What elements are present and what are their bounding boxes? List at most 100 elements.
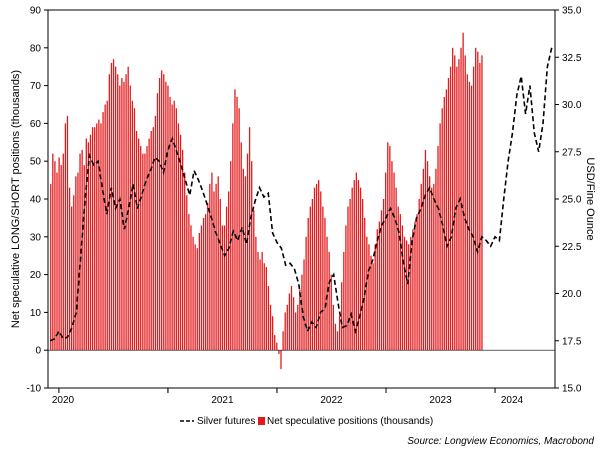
bar: [81, 149, 83, 351]
right-axis-title: USD/Fine Ounce: [584, 157, 596, 240]
left-axis: -10 0 10 20 30 40 50 60 70 80 90: [27, 6, 48, 395]
bar: [481, 55, 483, 351]
bar: [244, 176, 247, 351]
bar: [98, 119, 100, 351]
bar: [257, 251, 259, 351]
bar: [173, 100, 175, 351]
bar: [184, 172, 186, 351]
bar: [71, 206, 73, 351]
bar: [408, 244, 410, 351]
bar: [362, 199, 364, 351]
bar: [181, 149, 184, 351]
bar: [385, 172, 387, 351]
right-tick-label: 25.0: [562, 195, 582, 206]
bar: [163, 74, 165, 351]
bar: [435, 168, 437, 351]
bar: [368, 244, 370, 351]
bar: [152, 127, 154, 351]
bar: [395, 187, 397, 351]
bar: [188, 214, 190, 351]
bar: [146, 146, 148, 351]
bar: [200, 225, 203, 351]
bar: [219, 199, 221, 351]
bar: [234, 89, 236, 351]
bar: [190, 225, 192, 351]
bar: [303, 259, 305, 351]
left-tick-label: 80: [30, 43, 42, 54]
bar: [125, 74, 127, 351]
bar: [477, 51, 479, 351]
bar: [351, 187, 353, 351]
bar: [276, 342, 278, 351]
left-axis-title: Net speculative LONG/SHORT positions (th…: [10, 70, 22, 328]
bar: [405, 240, 408, 351]
bar: [359, 187, 362, 351]
bar: [232, 123, 234, 351]
bar: [318, 180, 320, 351]
bar: [135, 130, 138, 351]
bar: [332, 304, 334, 351]
bar: [433, 183, 435, 351]
bar: [104, 104, 106, 351]
bar: [391, 161, 393, 351]
bar: [263, 263, 265, 351]
bar: [144, 153, 146, 351]
bar: [282, 331, 284, 351]
bar: [305, 236, 307, 351]
bar: [292, 297, 295, 351]
bar: [313, 187, 316, 351]
bar: [349, 199, 351, 351]
bar: [87, 142, 90, 351]
bar: [150, 130, 152, 351]
bar: [54, 161, 56, 351]
bar: [253, 210, 255, 351]
bar: [274, 335, 276, 351]
bar: [462, 32, 464, 351]
bar: [475, 47, 477, 351]
bar: [209, 183, 211, 351]
bar: [91, 127, 94, 351]
bar: [479, 62, 481, 351]
bar: [466, 74, 468, 351]
bar: [230, 161, 232, 351]
bar: [66, 115, 69, 351]
bar: [79, 153, 81, 351]
bar: [307, 217, 309, 351]
bar: [357, 180, 360, 351]
bar: [309, 206, 311, 351]
bar: [424, 149, 427, 351]
bar: [64, 123, 67, 351]
bar: [387, 142, 389, 351]
bar: [347, 206, 349, 351]
x-tick-label: 2020: [52, 395, 75, 406]
bar: [85, 138, 87, 351]
left-tick-label: 70: [30, 81, 42, 92]
bar: [52, 153, 54, 351]
bar: [280, 350, 282, 370]
bar: [198, 233, 201, 351]
bar: [225, 206, 228, 351]
bar: [439, 123, 441, 351]
bar: [217, 176, 219, 351]
bar: [261, 251, 263, 351]
bar: [299, 289, 301, 351]
bar: [108, 74, 110, 351]
bar: [196, 248, 198, 351]
bar: [94, 127, 96, 351]
bar: [89, 134, 92, 351]
bar: [431, 187, 433, 351]
bar: [376, 229, 378, 351]
bar: [472, 66, 475, 351]
bar: [286, 304, 288, 351]
x-tick-label: 2023: [429, 395, 452, 406]
bar: [311, 199, 314, 351]
bar: [68, 187, 71, 351]
bar: [102, 112, 104, 351]
bar: [345, 225, 347, 351]
bar: [211, 172, 213, 351]
silver-futures-line: [49, 47, 553, 342]
bar: [236, 96, 238, 351]
bar: [56, 172, 58, 351]
bar: [73, 195, 75, 351]
left-tick-label: -10: [27, 384, 42, 395]
